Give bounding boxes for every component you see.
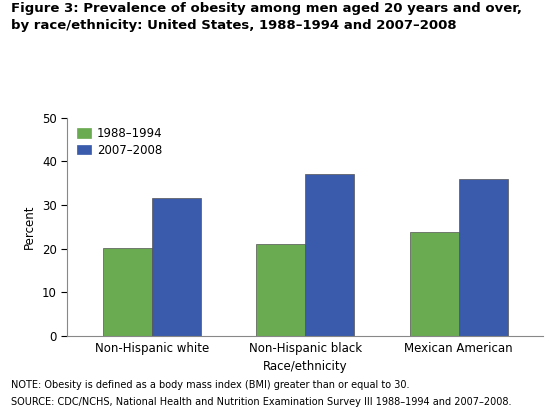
Text: SOURCE: CDC/NCHS, National Health and Nutrition Examination Survey III 1988–1994: SOURCE: CDC/NCHS, National Health and Nu… <box>11 397 512 407</box>
Text: Figure 3: Prevalence of obesity among men aged 20 years and over,: Figure 3: Prevalence of obesity among me… <box>11 2 522 15</box>
Bar <box>152 197 201 336</box>
Text: by race/ethnicity: United States, 1988–1994 and 2007–2008: by race/ethnicity: United States, 1988–1… <box>11 19 457 32</box>
Y-axis label: Percent: Percent <box>24 205 36 249</box>
Bar <box>256 244 305 336</box>
Legend: 1988–1994, 2007–2008: 1988–1994, 2007–2008 <box>73 123 166 160</box>
Bar <box>102 248 152 336</box>
Bar <box>459 179 508 336</box>
X-axis label: Race/ethnicity: Race/ethnicity <box>263 360 348 373</box>
Text: NOTE: Obesity is defined as a body mass index (BMI) greater than or equal to 30.: NOTE: Obesity is defined as a body mass … <box>11 380 410 390</box>
Bar <box>305 174 354 336</box>
Bar <box>409 232 459 336</box>
